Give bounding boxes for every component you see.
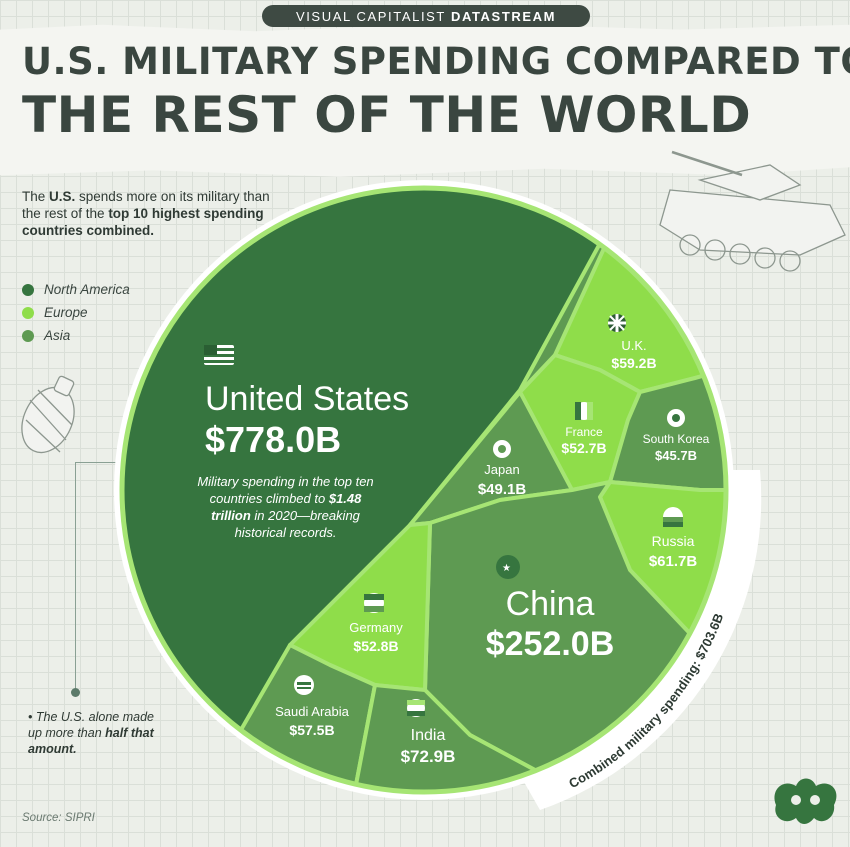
intro-bold-2: top 10 highest spending countries combin… <box>22 206 264 238</box>
label-france: France <box>565 425 603 439</box>
chart-border <box>119 185 729 795</box>
value-saudi-arabia: $57.5B <box>289 722 334 738</box>
legend-label: Asia <box>44 328 71 343</box>
us-share-note: • The U.S. alone made up more than half … <box>28 710 154 756</box>
uk-flag-icon <box>608 314 626 332</box>
value-india: $72.9B <box>401 747 456 766</box>
annotation-bold: $1.48 trillion <box>211 491 362 523</box>
title-line-1: U.S. MILITARY SPENDING COMPARED TO <box>22 40 850 83</box>
note-part-1: The U.S. alone made up more than <box>28 710 154 740</box>
combined-arc-band <box>520 470 762 810</box>
legend-dot <box>22 329 34 342</box>
note-bold: half that amount. <box>28 726 154 756</box>
intro-part-2: spends more on its military than the res… <box>22 189 270 221</box>
visual-capitalist-logo <box>774 778 837 824</box>
value-china: $252.0B <box>486 625 615 663</box>
label-japan: Japan <box>484 462 519 477</box>
legend-item-north-america: North America <box>22 278 130 301</box>
brand-banner: VISUAL CAPITALIST DATASTREAM <box>262 5 590 27</box>
source-note: Source: SIPRI <box>22 812 95 824</box>
grenade-illustration <box>21 375 75 454</box>
russia-flag-icon <box>663 507 683 527</box>
annotation-part-2: in 2020—breaking historical records. <box>234 508 360 540</box>
legend-label: North America <box>44 282 130 297</box>
label-u-k: U.K. <box>621 338 646 353</box>
intro-part-1: The <box>22 189 50 204</box>
south-korea-flag-icon <box>667 409 685 427</box>
svg-text:★: ★ <box>502 563 511 574</box>
legend-dot <box>22 306 34 319</box>
value-u-k: $59.2B <box>611 355 656 371</box>
china-flag-icon: ★ <box>496 555 520 579</box>
label-united-states: United States <box>205 380 409 418</box>
value-south-korea: $45.7B <box>655 448 697 463</box>
japan-flag-icon <box>493 440 511 458</box>
legend-label: Europe <box>44 305 88 320</box>
banner-datastream: DATASTREAM <box>450 8 557 24</box>
legend: North America Europe Asia <box>22 278 130 347</box>
label-russia: Russia <box>652 533 695 549</box>
intro-bold-1: U.S. <box>49 189 76 204</box>
us-annotation: Military spending in the top ten countri… <box>193 473 378 541</box>
tank-illustration <box>659 150 846 272</box>
saudi-flag-icon <box>294 675 314 695</box>
label-south-korea: South Korea <box>643 432 710 446</box>
value-france: $52.7B <box>561 440 606 456</box>
title-line-2: THE REST OF THE WORLD <box>22 86 752 144</box>
us-flag-icon <box>204 345 234 365</box>
legend-item-asia: Asia <box>22 324 130 347</box>
france-flag-icon <box>575 402 593 420</box>
banner-brand: VISUAL CAPITALIST <box>295 8 446 24</box>
annotation-part-1: Military spending in the top ten countri… <box>197 474 374 506</box>
india-flag-icon <box>407 699 425 717</box>
value-russia: $61.7B <box>649 553 698 570</box>
label-saudi-arabia: Saudi Arabia <box>275 704 349 719</box>
value-germany: $52.8B <box>353 638 398 654</box>
leader-line-horizontal <box>76 462 121 464</box>
value-united-states: $778.0B <box>205 419 341 460</box>
cell-india <box>348 683 562 792</box>
label-china: China <box>506 585 595 623</box>
leader-dot <box>71 688 80 697</box>
value-japan: $49.1B <box>478 481 527 498</box>
legend-item-europe: Europe <box>22 301 130 324</box>
legend-dot <box>22 283 34 296</box>
leader-line <box>75 462 77 692</box>
germany-flag-icon <box>364 593 384 613</box>
title-paper <box>0 23 850 177</box>
label-india: India <box>411 727 446 744</box>
intro-text: The U.S. spends more on its military tha… <box>22 188 282 239</box>
label-germany: Germany <box>349 620 403 635</box>
